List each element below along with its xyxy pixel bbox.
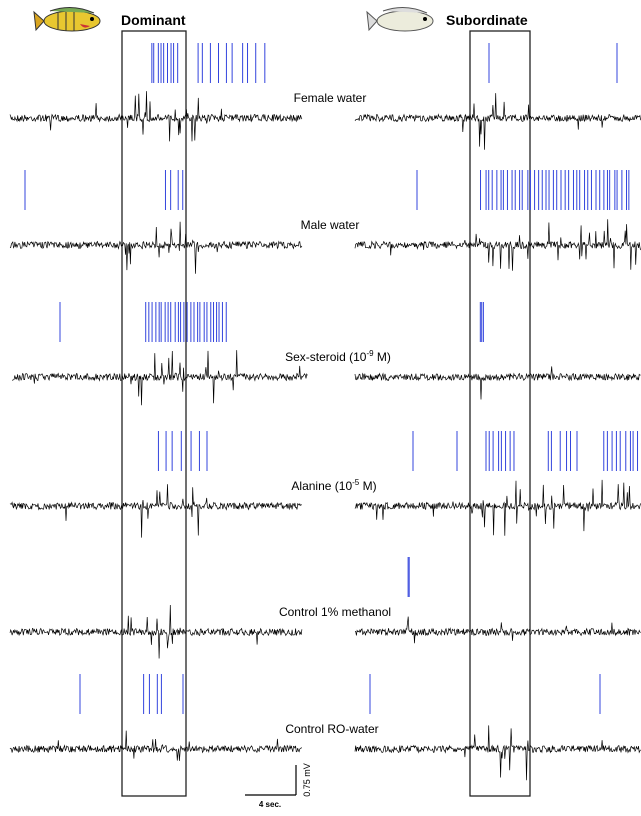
label-text: Control 1% methanol (279, 605, 391, 619)
trace (354, 93, 641, 150)
condition-label: Sex-steroid (10-9 M) (285, 349, 391, 364)
label-text: Female water (294, 91, 367, 105)
trace (11, 350, 308, 406)
label-text: Sex-steroid (10 (285, 350, 367, 364)
header-subordinate: Subordinate (446, 12, 528, 28)
condition-label: Control RO-water (285, 722, 378, 736)
window-box (121, 30, 187, 797)
trace (354, 366, 641, 400)
label-sup: -5 (352, 478, 360, 487)
scale-label-mv: 0.75 mV (302, 763, 312, 797)
trace (9, 221, 303, 274)
scale-label-sec: 4 sec. (259, 800, 281, 809)
label-text: Male water (301, 218, 360, 232)
fish-dominant (33, 7, 101, 32)
label-tail: M) (374, 350, 391, 364)
trace (9, 604, 303, 659)
window-box (469, 30, 531, 797)
trace (354, 616, 641, 644)
fish-subordinate (366, 7, 434, 32)
trace (9, 730, 302, 761)
trace (354, 219, 641, 271)
trace (9, 91, 303, 142)
trace (354, 479, 641, 536)
condition-label: Control 1% methanol (279, 605, 391, 619)
condition-label: Male water (301, 218, 360, 232)
condition-label: Alanine (10-5 M) (291, 478, 376, 493)
trace (9, 484, 302, 538)
trace (354, 725, 641, 781)
label-tail: M) (359, 479, 376, 493)
label-text: Alanine (10 (291, 479, 352, 493)
condition-label: Female water (294, 91, 367, 105)
header-dominant: Dominant (121, 12, 186, 28)
label-sup: -9 (366, 349, 374, 358)
label-text: Control RO-water (285, 722, 378, 736)
